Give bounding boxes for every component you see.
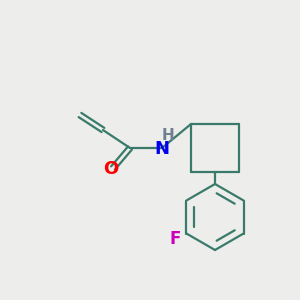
Text: F: F bbox=[169, 230, 180, 247]
Text: N: N bbox=[154, 140, 169, 158]
Text: H: H bbox=[162, 128, 174, 142]
Text: O: O bbox=[103, 160, 118, 178]
